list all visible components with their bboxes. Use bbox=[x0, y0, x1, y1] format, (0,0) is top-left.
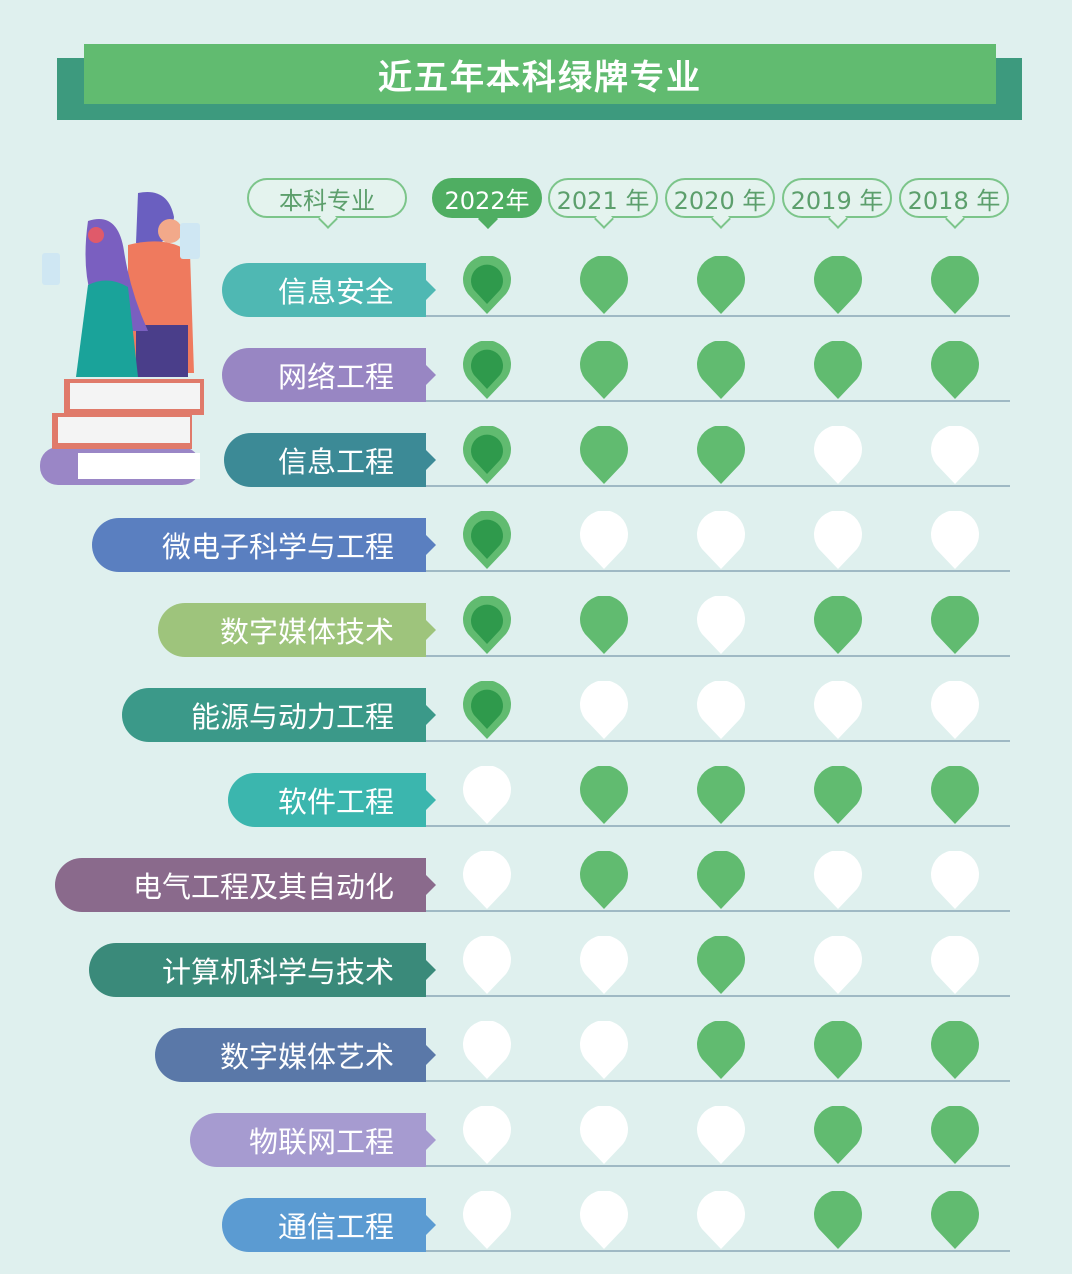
green-pin-icon bbox=[463, 256, 511, 314]
header-year-2021: 2021 年 bbox=[548, 178, 658, 218]
green-pin-icon bbox=[463, 511, 511, 569]
green-pin-icon bbox=[697, 341, 745, 399]
empty-pin-icon bbox=[463, 851, 511, 909]
header-major: 本科专业 bbox=[247, 178, 407, 218]
empty-pin-icon bbox=[697, 596, 745, 654]
row-divider bbox=[426, 485, 1010, 487]
empty-pin-icon bbox=[814, 511, 862, 569]
major-label: 物联网工程 bbox=[190, 1113, 436, 1167]
major-label: 数字媒体艺术 bbox=[155, 1028, 436, 1082]
green-pin-icon bbox=[580, 596, 628, 654]
green-pin-icon bbox=[580, 341, 628, 399]
major-label: 微电子科学与工程 bbox=[92, 518, 436, 572]
green-pin-icon bbox=[814, 766, 862, 824]
green-pin-icon bbox=[463, 681, 511, 739]
major-label: 软件工程 bbox=[228, 773, 436, 827]
green-pin-icon bbox=[697, 426, 745, 484]
green-pin-icon bbox=[580, 426, 628, 484]
empty-pin-icon bbox=[814, 426, 862, 484]
green-pin-icon bbox=[931, 1106, 979, 1164]
major-label: 网络工程 bbox=[222, 348, 436, 402]
green-pin-icon bbox=[931, 256, 979, 314]
green-pin-icon bbox=[463, 341, 511, 399]
row-divider bbox=[426, 570, 1010, 572]
green-pin-icon bbox=[580, 256, 628, 314]
empty-pin-icon bbox=[697, 681, 745, 739]
empty-pin-icon bbox=[463, 1021, 511, 1079]
empty-pin-icon bbox=[814, 851, 862, 909]
green-pin-icon bbox=[931, 1021, 979, 1079]
major-label: 信息工程 bbox=[224, 433, 436, 487]
green-pin-icon bbox=[697, 1021, 745, 1079]
empty-pin-icon bbox=[931, 681, 979, 739]
empty-pin-icon bbox=[697, 511, 745, 569]
empty-pin-icon bbox=[580, 1106, 628, 1164]
row-divider bbox=[426, 995, 1010, 997]
empty-pin-icon bbox=[931, 851, 979, 909]
empty-pin-icon bbox=[463, 766, 511, 824]
major-label: 计算机科学与技术 bbox=[89, 943, 436, 997]
header-year-2019: 2019 年 bbox=[782, 178, 892, 218]
major-label: 电气工程及其自动化 bbox=[55, 858, 436, 912]
row-divider bbox=[426, 825, 1010, 827]
empty-pin-icon bbox=[580, 511, 628, 569]
green-pin-icon bbox=[814, 1191, 862, 1249]
row-divider bbox=[426, 315, 1010, 317]
page-title: 近五年本科绿牌专业 bbox=[378, 57, 702, 98]
green-pin-icon bbox=[580, 851, 628, 909]
green-pin-icon bbox=[463, 596, 511, 654]
green-pin-icon bbox=[814, 1021, 862, 1079]
empty-pin-icon bbox=[580, 1021, 628, 1079]
major-label: 通信工程 bbox=[222, 1198, 436, 1252]
title-banner: 近五年本科绿牌专业 bbox=[84, 44, 996, 104]
students-illustration bbox=[40, 192, 204, 485]
empty-pin-icon bbox=[463, 1106, 511, 1164]
row-divider bbox=[426, 1250, 1010, 1252]
green-pin-icon bbox=[931, 596, 979, 654]
row-divider bbox=[426, 655, 1010, 657]
empty-pin-icon bbox=[931, 936, 979, 994]
green-pin-icon bbox=[814, 596, 862, 654]
green-pin-icon bbox=[931, 1191, 979, 1249]
major-label: 数字媒体技术 bbox=[158, 603, 436, 657]
row-divider bbox=[426, 740, 1010, 742]
green-pin-icon bbox=[697, 766, 745, 824]
empty-pin-icon bbox=[697, 1191, 745, 1249]
green-pin-icon bbox=[697, 936, 745, 994]
green-pin-icon bbox=[697, 851, 745, 909]
row-divider bbox=[426, 1080, 1010, 1082]
header-year-2018: 2018 年 bbox=[899, 178, 1009, 218]
empty-pin-icon bbox=[580, 1191, 628, 1249]
empty-pin-icon bbox=[463, 936, 511, 994]
header-year-2020: 2020 年 bbox=[665, 178, 775, 218]
empty-pin-icon bbox=[463, 1191, 511, 1249]
header-year-2022: 2022年 bbox=[432, 178, 542, 218]
row-divider bbox=[426, 910, 1010, 912]
empty-pin-icon bbox=[814, 936, 862, 994]
green-pin-icon bbox=[463, 426, 511, 484]
row-divider bbox=[426, 1165, 1010, 1167]
green-pin-icon bbox=[814, 256, 862, 314]
empty-pin-icon bbox=[814, 681, 862, 739]
green-pin-icon bbox=[580, 766, 628, 824]
empty-pin-icon bbox=[931, 511, 979, 569]
major-label: 信息安全 bbox=[222, 263, 436, 317]
major-label: 能源与动力工程 bbox=[122, 688, 436, 742]
green-pin-icon bbox=[931, 766, 979, 824]
empty-pin-icon bbox=[697, 1106, 745, 1164]
empty-pin-icon bbox=[931, 426, 979, 484]
green-pin-icon bbox=[814, 1106, 862, 1164]
empty-pin-icon bbox=[580, 936, 628, 994]
green-pin-icon bbox=[931, 341, 979, 399]
row-divider bbox=[426, 400, 1010, 402]
green-pin-icon bbox=[814, 341, 862, 399]
green-pin-icon bbox=[697, 256, 745, 314]
empty-pin-icon bbox=[580, 681, 628, 739]
